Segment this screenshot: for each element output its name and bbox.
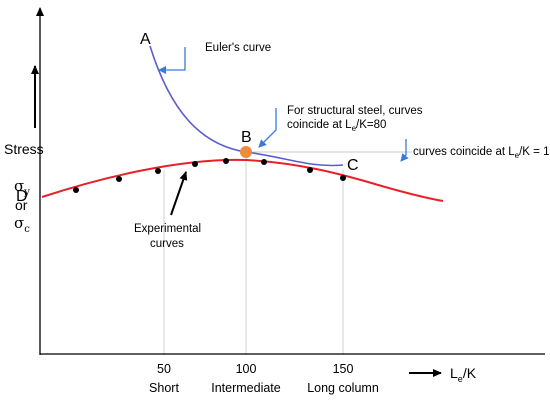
experimental-points	[73, 158, 346, 193]
point-b-marker	[240, 146, 252, 158]
x-tick-150: 150	[333, 362, 354, 376]
data-point	[116, 176, 122, 182]
point-c-label: C	[347, 157, 359, 174]
coincide-120-arrow	[400, 139, 409, 162]
experimental-annotation-arrow	[170, 171, 188, 216]
data-point	[155, 168, 161, 174]
data-point	[73, 187, 79, 193]
structural-note-line2: coincide at Le/K=80	[287, 119, 386, 133]
or-label: or	[15, 197, 28, 213]
x-axis-label: Le/K	[450, 365, 477, 384]
point-b-label: B	[241, 129, 252, 146]
x-tick-50: 50	[157, 362, 171, 376]
euler-curve-label: Euler's curve	[205, 42, 271, 54]
y-axis-label: Stress	[4, 141, 44, 157]
structural-note-line1: For structural steel, curves	[287, 105, 423, 117]
data-point	[192, 161, 198, 167]
experimental-label-line2: curves	[150, 238, 184, 250]
x-category-short: Short	[149, 381, 179, 395]
euler-annotation-arrow	[158, 47, 186, 74]
point-d-label: D	[16, 188, 28, 205]
point-a-label: A	[140, 31, 151, 48]
x-category-long: Long column	[307, 381, 379, 395]
experimental-label-line1: Experimental	[134, 223, 201, 235]
sigma-c-label: σc	[14, 214, 30, 235]
structural-annotation-arrow	[258, 108, 277, 148]
coincide-120-note: curves coincide at Le/K = 120	[413, 146, 550, 160]
x-category-intermediate: Intermediate	[211, 381, 281, 395]
x-tick-100: 100	[236, 362, 257, 376]
data-point	[261, 159, 267, 165]
data-point	[340, 175, 346, 181]
data-point	[307, 167, 313, 173]
data-point	[223, 158, 229, 164]
sigma-y-label: σy	[14, 177, 30, 198]
experimental-curve	[41, 158, 444, 202]
